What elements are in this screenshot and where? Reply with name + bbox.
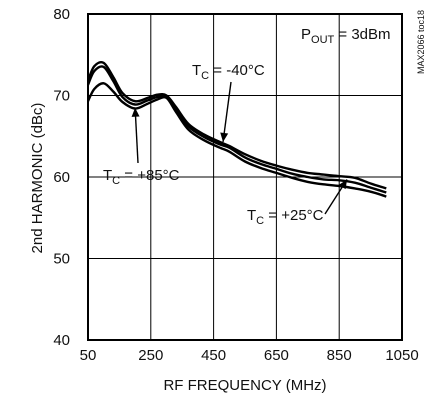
tick-labels: 50 250 450 650 850 1050 40 50 60 70 80 xyxy=(53,6,418,364)
x-tick-label: 850 xyxy=(327,347,352,364)
y-tick-label: 80 xyxy=(53,6,70,23)
annotation-arrow-2-shaft xyxy=(134,107,139,164)
condition-label: POUT = 3dBm xyxy=(301,26,391,46)
x-tick-label: 450 xyxy=(201,347,226,364)
y-axis-label: 2nd HARMONIC (dBc) xyxy=(29,103,46,254)
series-line-1 xyxy=(86,61,387,190)
plot-frame xyxy=(87,13,403,341)
grid-lines xyxy=(88,14,402,340)
y-tick-label: 70 xyxy=(53,88,70,105)
y-tick-label: 60 xyxy=(53,169,70,186)
annotation-label-1: TC = -40°C xyxy=(192,62,265,82)
annotation-arrow-2-head xyxy=(131,107,140,117)
y-tick-label: 50 xyxy=(53,251,70,268)
plot-border xyxy=(87,13,403,341)
annotation-label-3: TC = +25°C xyxy=(247,207,324,227)
x-tick-label: 650 xyxy=(264,347,289,364)
x-tick-label: 50 xyxy=(80,347,97,364)
series-line-2 xyxy=(86,65,387,194)
series-lines xyxy=(86,61,387,198)
annotation-arrow-3-head xyxy=(338,179,348,190)
x-tick-label: 1050 xyxy=(385,347,418,364)
annotation-arrow-1-head xyxy=(220,132,229,142)
annotations: TC = -40°C TC = +85°C TC = +25°C POUT = 3dB… xyxy=(103,26,391,227)
x-tick-label: 250 xyxy=(138,347,163,364)
series-line-3 xyxy=(86,82,387,198)
x-axis-label: RF FREQUENCY (MHz) xyxy=(163,377,326,394)
annotation-arrow-1-shaft xyxy=(222,81,232,143)
y-tick-label: 40 xyxy=(53,332,70,349)
annotation-label-2: TC = +85°C xyxy=(103,167,180,187)
figure-reference: MAX2066 toc18 xyxy=(416,10,426,74)
